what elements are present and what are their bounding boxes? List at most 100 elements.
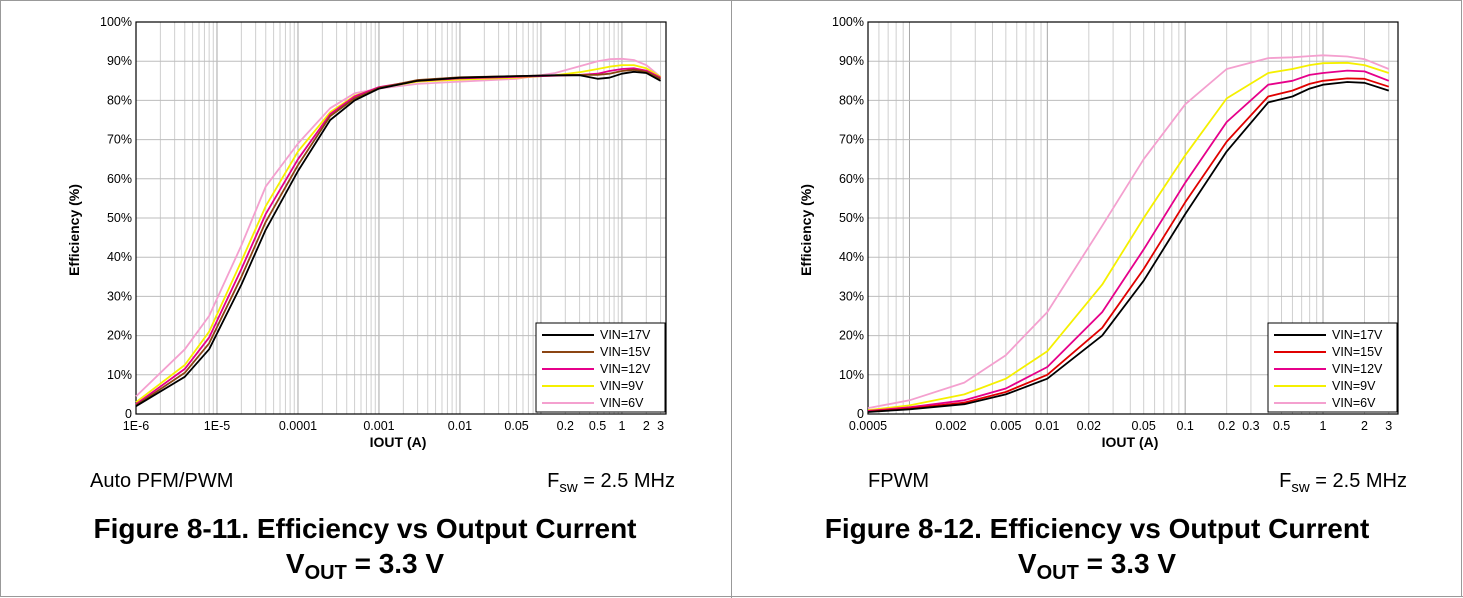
fsw-subscript: sw (559, 479, 578, 496)
x-tick-label: 0.02 (1077, 419, 1101, 433)
y-tick-label: 0 (857, 407, 864, 421)
x-tick-label: 2 (1361, 419, 1368, 433)
x-tick-label: 0.2 (1218, 419, 1235, 433)
legend-label: VIN=17V (1332, 328, 1383, 342)
y-tick-label: 80% (839, 93, 864, 107)
legend-label: VIN=12V (1332, 362, 1383, 376)
x-tick-label: 0.2 (557, 419, 574, 433)
efficiency-chart-2: 0 10% 20% 30% 40% 50% 60% 70% 80% 90% 100% 0.0005 0.… (798, 15, 1399, 450)
legend-label: VIN=15V (600, 345, 651, 359)
x-tick-label: 0.1 (1176, 419, 1193, 433)
series-line-vin-15v (867, 77, 1390, 413)
y-tick-label: 20% (839, 329, 864, 343)
x-axis-label: IOUT (A) (1102, 434, 1159, 450)
y-tick-label: 90% (107, 54, 132, 68)
panel-divider (731, 0, 732, 598)
x-tick-label: 0.05 (1132, 419, 1156, 433)
grid (135, 21, 666, 415)
x-tick-label: 0.5 (1273, 419, 1290, 433)
figure-title: Figure 8-11. Efficiency vs Output Curren… (93, 513, 637, 544)
x-tick-label: 0.01 (448, 419, 472, 433)
y-tick-label: 80% (107, 93, 132, 107)
series-line-vin-9v (867, 61, 1390, 411)
bottom-rule (0, 596, 1463, 597)
legend-box (1267, 322, 1398, 413)
x-tick-label: 0.01 (1035, 419, 1059, 433)
series-line-vin-17v (135, 70, 662, 407)
y-tick-label: 40% (839, 250, 864, 264)
x-tick-label: 1E-5 (204, 419, 230, 433)
vout-symbol: V (285, 548, 305, 579)
x-tick-label: 3 (657, 419, 664, 433)
y-tick-label: 10% (839, 368, 864, 382)
legend: VIN=17V VIN=15V VIN=12V VIN=9V VIN=6V (1267, 322, 1398, 413)
y-tick-label: 20% (107, 329, 132, 343)
x-tick-label: 0.05 (504, 419, 528, 433)
legend-label: VIN=6V (600, 396, 644, 410)
fsw-value: = 2.5 MHz (1309, 470, 1407, 492)
x-tick-label: 2 (643, 419, 650, 433)
x-axis-label: IOUT (A) (370, 434, 427, 450)
y-tick-label: 90% (839, 54, 864, 68)
plot-frame (867, 21, 1399, 415)
switching-frequency-label: Fsw = 2.5 MHz (547, 470, 675, 496)
vout-label: VOUT = 3.3 V (732, 548, 1462, 585)
series-line-vin-9v (135, 64, 662, 403)
y-tick-label: 100% (832, 15, 864, 29)
vout-value: = 3.3 V (346, 548, 445, 579)
x-tick-label: 1E-6 (123, 419, 149, 433)
vout-value: = 3.3 V (1078, 548, 1177, 579)
y-tick-label: 10% (107, 368, 132, 382)
y-tick-label: 30% (107, 289, 132, 303)
legend-label: VIN=9V (600, 379, 644, 393)
x-tick-label: 3 (1385, 419, 1392, 433)
legend-label: VIN=9V (1332, 379, 1376, 393)
y-axis-label: Efficiency (%) (798, 184, 814, 276)
legend-box (535, 322, 666, 413)
series-line-vin-6v (867, 54, 1390, 409)
series-line-vin-6v (135, 57, 662, 398)
vout-symbol: V (1017, 548, 1037, 579)
fsw-subscript: sw (1291, 479, 1310, 496)
y-tick-label: 50% (839, 211, 864, 225)
y-tick-label: 60% (839, 172, 864, 186)
y-tick-label: 50% (107, 211, 132, 225)
figure-panel-2: 0 10% 20% 30% 40% 50% 60% 70% 80% 90% 100% 0.0005 0.… (732, 0, 1462, 598)
vout-subscript: OUT (304, 562, 347, 584)
legend-label: VIN=6V (1332, 396, 1376, 410)
y-tick-label: 30% (839, 289, 864, 303)
x-tick-label: 0.3 (1242, 419, 1259, 433)
x-tick-label: 1 (1320, 419, 1327, 433)
mode-label: FPWM (868, 470, 930, 492)
legend-label: VIN=12V (600, 362, 651, 376)
legend: VIN=17V VIN=15V VIN=12V VIN=9V VIN=6V (535, 322, 666, 413)
vout-subscript: OUT (1036, 562, 1079, 584)
x-tick-label: 1 (618, 419, 625, 433)
legend-label: VIN=17V (600, 328, 651, 342)
fsw-symbol: F (1279, 470, 1292, 492)
y-tick-label: 70% (107, 133, 132, 147)
y-tick-label: 70% (839, 133, 864, 147)
legend-label: VIN=15V (1332, 345, 1383, 359)
figure-panel-1: 0 10% 20% 30% 40% 50% 60% 70% 80% 90% 100% 1E-6 1E-5… (0, 0, 730, 598)
y-axis-label: Efficiency (%) (66, 184, 82, 276)
y-tick-label: 40% (107, 250, 132, 264)
switching-frequency-label: Fsw = 2.5 MHz (1279, 470, 1407, 496)
figure-title: Figure 8-12. Efficiency vs Output Curren… (824, 513, 1370, 544)
x-tick-label: 0.0001 (279, 419, 317, 433)
efficiency-chart-1: 0 10% 20% 30% 40% 50% 60% 70% 80% 90% 100% 1E-6 1E-5… (66, 15, 667, 450)
vout-label: VOUT = 3.3 V (0, 548, 730, 585)
fsw-symbol: F (547, 470, 560, 492)
mode-label: Auto PFM/PWM (90, 470, 234, 492)
y-tick-label: 60% (107, 172, 132, 186)
x-tick-label: 0.5 (589, 419, 606, 433)
y-tick-label: 0 (125, 407, 132, 421)
x-tick-label: 0.001 (363, 419, 394, 433)
series-line-vin-17v (867, 81, 1390, 413)
x-tick-label: 0.005 (990, 419, 1021, 433)
x-tick-label: 0.0005 (849, 419, 887, 433)
series-group (135, 57, 662, 407)
series-line-vin-12v (867, 69, 1390, 412)
x-tick-label: 0.002 (935, 419, 966, 433)
fsw-value: = 2.5 MHz (577, 470, 675, 492)
